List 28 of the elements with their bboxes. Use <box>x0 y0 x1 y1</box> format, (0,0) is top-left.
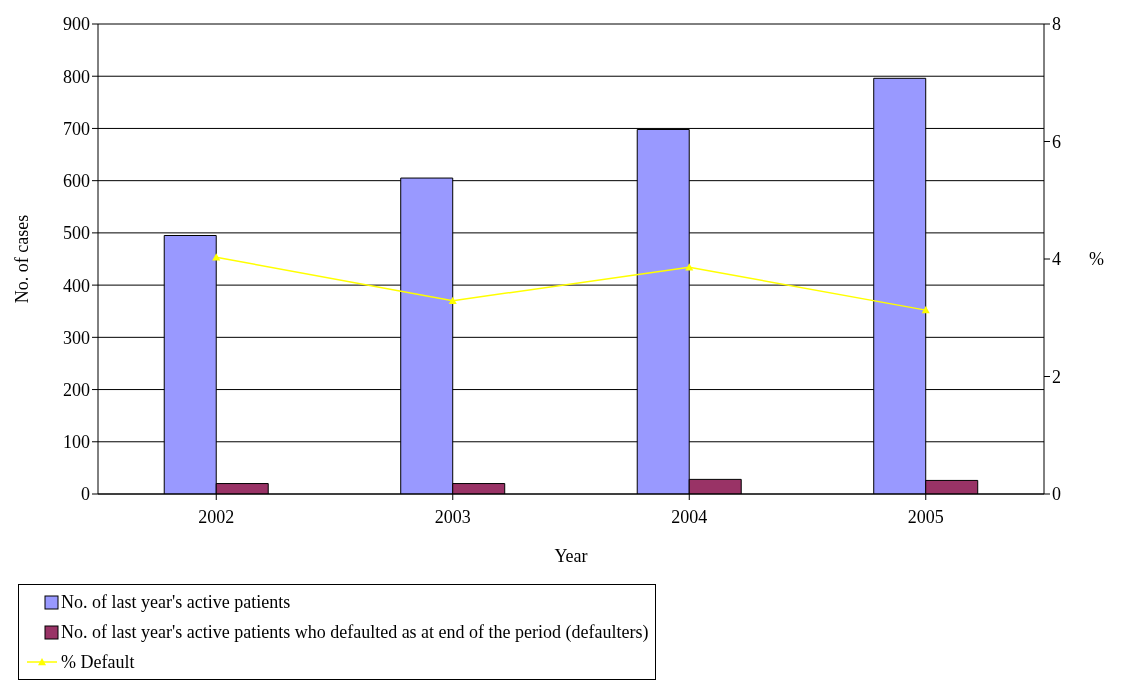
y-tick-label: 100 <box>63 432 90 453</box>
y2-tick-label: 8 <box>1052 14 1061 35</box>
y2-tick-label: 4 <box>1052 249 1061 270</box>
legend-label: % Default <box>61 651 135 673</box>
y2-tick-label: 6 <box>1052 131 1061 152</box>
y-tick-label: 500 <box>63 223 90 244</box>
x-tick-label: 2004 <box>671 506 708 527</box>
x-axis-title: Year <box>554 546 588 566</box>
legend-label: No. of last year's active patients <box>61 591 291 613</box>
y2-axis-title: % <box>1089 249 1104 270</box>
y2-tick-label: 2 <box>1052 366 1061 387</box>
y-axis-title: No. of cases <box>12 214 33 304</box>
y-tick-label: 300 <box>63 327 90 348</box>
point <box>921 306 930 314</box>
y-tick-label: 700 <box>63 118 90 139</box>
point <box>448 296 457 304</box>
y-tick-label: 900 <box>63 14 90 35</box>
point <box>685 263 694 271</box>
x-tick-label: 2003 <box>434 506 471 527</box>
x-tick-label: 2002 <box>198 506 235 527</box>
y-tick-label: 200 <box>63 379 90 400</box>
y-tick-label: 800 <box>63 66 90 87</box>
y-tick-label: 400 <box>63 275 90 296</box>
x-tick-label: 2005 <box>907 506 944 527</box>
y-tick-label: 600 <box>63 171 90 192</box>
y-tick-label: 0 <box>81 484 90 505</box>
y2-tick-label: 0 <box>1052 484 1061 505</box>
legend-label: No. of last year's active patients who defaulted as at end of the period (defaulters) <box>61 621 649 643</box>
